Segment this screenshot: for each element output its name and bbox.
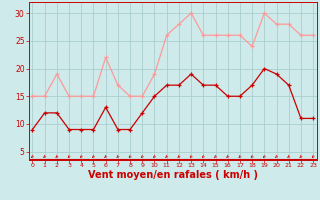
X-axis label: Vent moyen/en rafales ( km/h ): Vent moyen/en rafales ( km/h ) <box>88 170 258 180</box>
